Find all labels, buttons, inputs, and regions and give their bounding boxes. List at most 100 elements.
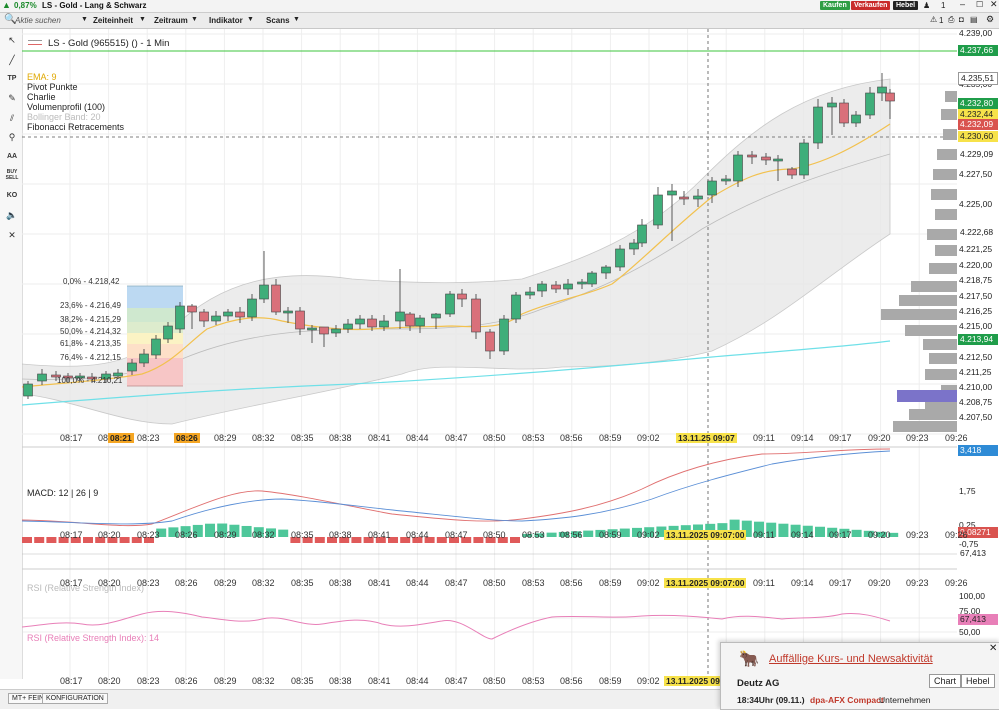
close-icon[interactable]: ✕ (989, 643, 998, 654)
user-icon[interactable]: ♟ (923, 1, 931, 10)
candle[interactable] (551, 284, 561, 290)
macd-label[interactable]: MACD: 12 | 26 | 9 (27, 488, 99, 498)
candle[interactable] (827, 102, 837, 108)
chevron-down-icon[interactable]: ▼ (247, 16, 254, 23)
candle[interactable] (431, 313, 441, 319)
candle[interactable] (747, 154, 757, 158)
candle[interactable] (563, 283, 573, 290)
candle[interactable] (271, 284, 281, 313)
buy-button[interactable]: Kaufen (820, 1, 850, 10)
candle[interactable] (199, 311, 209, 322)
candle[interactable] (211, 315, 221, 322)
candle[interactable] (187, 305, 197, 313)
candle[interactable] (707, 180, 717, 196)
sound-icon[interactable]: 🔈 (6, 210, 18, 220)
candle[interactable] (355, 318, 365, 325)
configuration-button[interactable]: KONFIGURATION (42, 693, 108, 704)
candle[interactable] (457, 293, 467, 300)
candle[interactable] (151, 338, 161, 356)
chevron-down-icon[interactable]: ▼ (191, 16, 198, 23)
candle[interactable] (721, 178, 731, 182)
candle[interactable] (615, 248, 625, 268)
news-hebel-button[interactable]: Hebel (961, 674, 995, 688)
candle[interactable] (63, 375, 73, 379)
candle[interactable] (223, 311, 233, 317)
candle[interactable] (885, 92, 895, 102)
candle[interactable] (877, 86, 887, 94)
zoom-icon[interactable]: ⚲ (8, 132, 16, 142)
legend-volprofile[interactable]: Volumenprofil (100) (27, 102, 106, 112)
candle[interactable] (629, 242, 639, 250)
candle[interactable] (693, 195, 703, 200)
text-tool[interactable]: AA (6, 153, 18, 160)
candle[interactable] (343, 323, 353, 330)
buy-sell-tool[interactable]: BUY SELL (5, 169, 19, 181)
candle[interactable] (761, 156, 771, 161)
candle[interactable] (511, 294, 521, 320)
candle[interactable] (415, 317, 425, 327)
candle[interactable] (367, 318, 377, 328)
candle[interactable] (307, 327, 317, 331)
candle[interactable] (259, 284, 269, 300)
maximize-icon[interactable]: ☐ (976, 0, 984, 9)
candle[interactable] (471, 298, 481, 333)
candle[interactable] (577, 281, 587, 285)
candle[interactable] (163, 325, 173, 340)
channel-icon[interactable]: ⫽ (9, 113, 14, 123)
candle[interactable] (787, 168, 797, 176)
menu-zeiteinheit[interactable]: Zeiteinheit (93, 16, 134, 25)
search-input[interactable]: Aktie suchen (15, 16, 61, 25)
pen-icon[interactable]: ✎ (8, 93, 16, 103)
candle[interactable] (331, 328, 341, 334)
candle[interactable] (295, 310, 305, 330)
chevron-down-icon[interactable]: ▼ (139, 16, 146, 23)
ko-tool[interactable]: KO (6, 192, 18, 199)
candle[interactable] (235, 311, 245, 318)
candle[interactable] (773, 158, 783, 162)
candle[interactable] (679, 196, 689, 200)
candle[interactable] (667, 190, 677, 196)
news-chart-button[interactable]: Chart (929, 674, 962, 688)
candle[interactable] (405, 313, 415, 327)
news-popup[interactable]: 🐂 Auffällige Kurs- und Newsaktivität ✕ D… (720, 642, 999, 710)
close-icon[interactable]: ✕ (990, 0, 998, 9)
candle[interactable] (395, 311, 405, 322)
candle[interactable] (587, 272, 597, 285)
search-dropdown-icon[interactable]: ▼ (81, 16, 88, 23)
legend-charlie[interactable]: Charlie (27, 92, 56, 102)
menu-zeitraum[interactable]: Zeitraum (154, 16, 188, 25)
candle[interactable] (175, 305, 185, 330)
candle[interactable] (525, 291, 535, 296)
candle[interactable] (51, 374, 61, 378)
news-title[interactable]: Auffällige Kurs- und Newsaktivität (769, 653, 933, 665)
candle[interactable] (865, 92, 875, 116)
print-icon[interactable]: ⎙ (948, 15, 955, 24)
legend-fibonacci[interactable]: Fibonacci Retracements (27, 122, 125, 132)
news-company[interactable]: Deutz AG (737, 678, 780, 689)
candle[interactable] (37, 373, 47, 382)
legend-ema[interactable]: EMA: 9 (27, 72, 57, 82)
candle[interactable] (139, 353, 149, 364)
alert-icon[interactable]: ⚠ (930, 15, 938, 24)
candle[interactable] (23, 383, 33, 397)
settings-icon[interactable]: ⚙ (986, 14, 995, 24)
legend-pivot[interactable]: Pivot Punkte (27, 82, 78, 92)
candle[interactable] (247, 298, 257, 318)
candle[interactable] (485, 331, 495, 352)
candle[interactable] (113, 372, 123, 377)
camera-icon[interactable]: ◘ (959, 15, 964, 24)
candle[interactable] (799, 142, 809, 176)
candle[interactable] (733, 154, 743, 182)
candle[interactable] (445, 293, 455, 315)
chart-area[interactable] (21, 29, 959, 689)
menu-scans[interactable]: Scans (266, 16, 290, 25)
sell-button[interactable]: Verkaufen (851, 1, 891, 10)
candle[interactable] (813, 106, 823, 144)
delete-icon[interactable]: ✕ (8, 230, 16, 240)
candle[interactable] (653, 194, 663, 226)
candle[interactable] (851, 114, 861, 124)
menu-indikator[interactable]: Indikator (209, 16, 243, 25)
cursor-icon[interactable]: ↖ (8, 35, 16, 45)
candle[interactable] (87, 376, 97, 380)
candle[interactable] (75, 375, 85, 379)
